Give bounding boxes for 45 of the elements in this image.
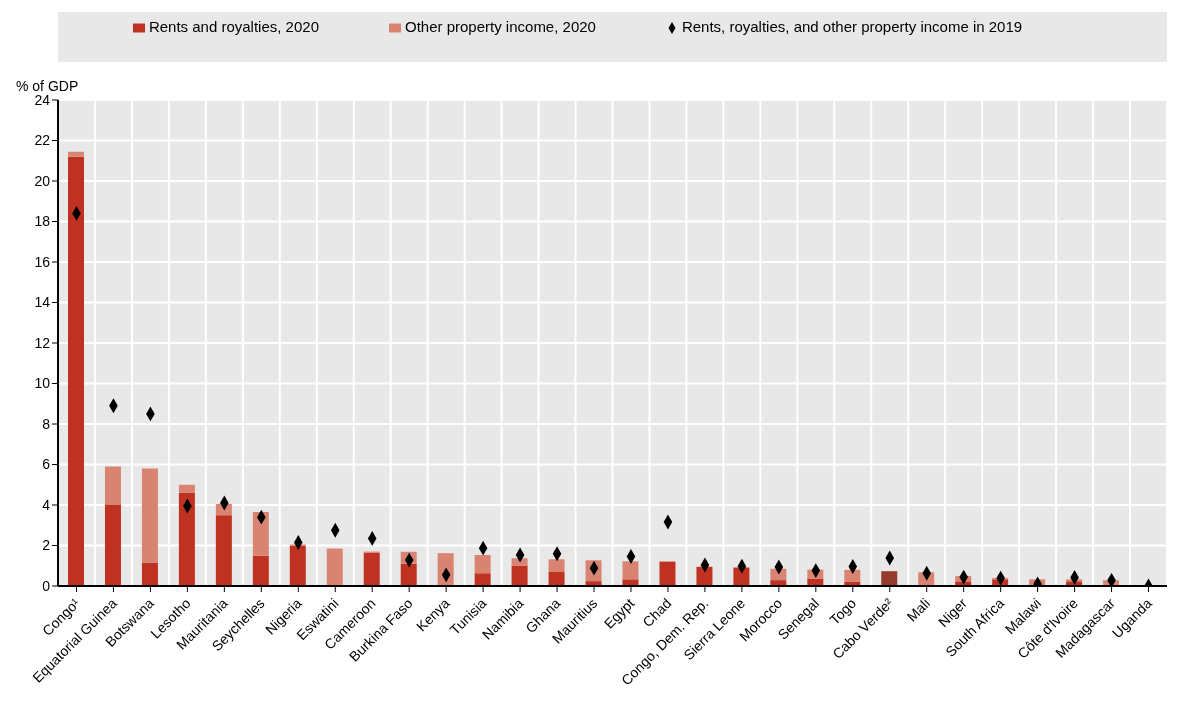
bar: [881, 571, 898, 586]
bar: [400, 563, 417, 586]
y-tick-label: 4: [42, 496, 51, 513]
bar: [215, 515, 232, 586]
bar: [141, 562, 158, 586]
bar: [696, 566, 713, 586]
y-tick-label: 16: [34, 253, 51, 270]
y-tick-label: 8: [42, 415, 51, 432]
bar: [289, 545, 306, 586]
y-tick-label: 12: [34, 334, 51, 351]
bar: [68, 156, 84, 586]
legend-label: Rents and royalties, 2020: [148, 18, 319, 35]
y-tick-label: 14: [34, 294, 51, 311]
bar: [178, 492, 195, 586]
y-tick-label: 0: [42, 577, 51, 594]
bar: [252, 512, 269, 556]
bar: [104, 466, 121, 505]
bar: [252, 555, 269, 586]
y-axis-title: % of GDP: [16, 78, 79, 94]
bar: [104, 505, 121, 586]
y-tick-label: 18: [34, 213, 51, 230]
bar: [178, 484, 195, 493]
y-tick-label: 22: [34, 132, 51, 149]
y-tick-label: 2: [42, 537, 51, 554]
bar: [733, 567, 750, 586]
bar: [474, 555, 491, 574]
legend-label: Rents, royalties, and other property income in 2019: [681, 18, 1023, 35]
y-tick-label: 20: [34, 172, 51, 189]
bar: [659, 561, 676, 586]
bar: [622, 561, 639, 580]
bar: [844, 569, 861, 582]
legend-label: Other property income, 2020: [404, 18, 596, 35]
y-tick-label: 10: [34, 375, 51, 392]
bar: [511, 558, 528, 566]
bar: [622, 579, 639, 586]
bar: [141, 468, 158, 563]
bar: [548, 571, 565, 586]
y-tick-label: 6: [42, 456, 51, 473]
bar: [474, 573, 491, 586]
bar: [511, 565, 528, 586]
y-tick-label: 24: [34, 91, 51, 108]
bar: [548, 559, 565, 572]
bar: [68, 151, 84, 157]
bar: [326, 548, 343, 585]
bar: [363, 552, 380, 586]
